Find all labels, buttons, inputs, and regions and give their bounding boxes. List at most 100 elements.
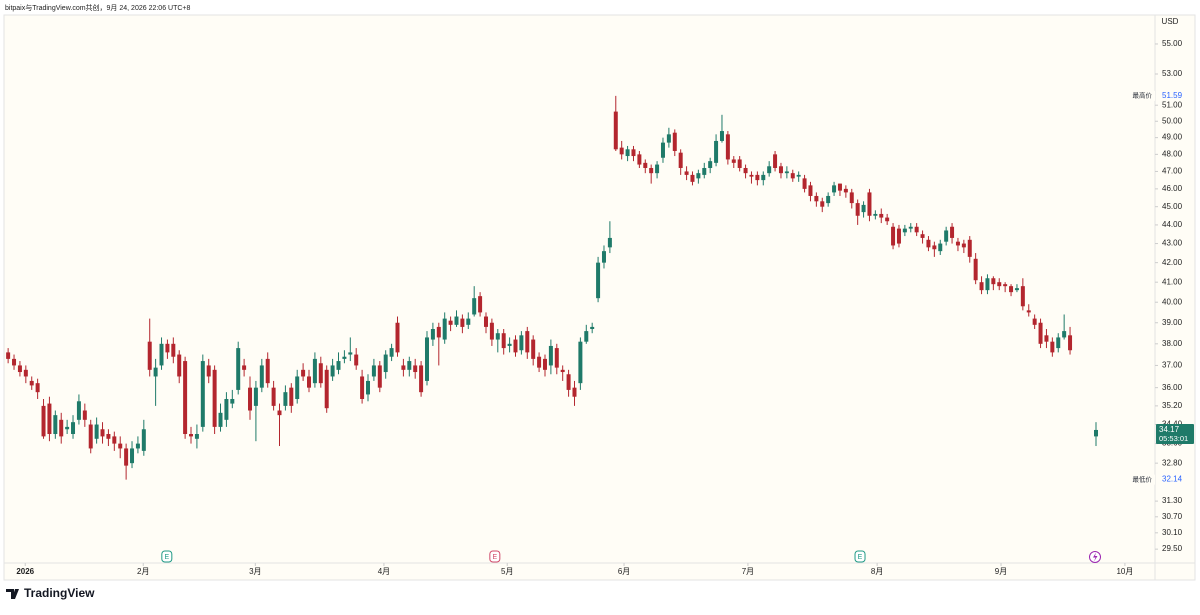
candle-body [183,361,188,435]
event-marker [489,550,501,563]
candle-body [784,171,789,174]
candle-body [601,251,606,263]
candle-body [714,140,719,163]
candle-body [41,405,46,437]
candle-body [283,392,288,406]
candle-body [861,204,866,213]
x-tick-label: 4月 [378,567,390,576]
candle-body [519,335,524,351]
x-tick-label: 10月 [1116,567,1133,576]
candle-body [466,318,471,325]
candle-body [737,159,742,168]
y-tick-label: 32.80 [1162,458,1183,467]
candle-body [778,166,783,174]
y-tick-label: 47.00 [1162,167,1183,176]
candle-body [513,339,518,353]
candle-body [566,374,571,390]
candle-body [755,174,760,181]
candle-body [773,154,778,168]
candle-body [383,354,388,373]
candle-body [808,185,813,196]
candle-body [955,241,960,246]
candle-body [177,354,182,377]
candle-body [1003,284,1008,287]
candle-body [71,422,76,435]
price-label-box [1131,474,1155,485]
event-marker [854,550,866,563]
candle-body [82,410,87,420]
candle-body [631,149,636,157]
candle-body [814,195,819,202]
price-label-value-box [1156,90,1182,101]
candle-body [478,296,483,313]
candles [6,95,1099,480]
candle-body [896,228,901,244]
candle-body [1094,429,1099,437]
event-marker-label: E [858,554,863,561]
candle-body [141,429,146,451]
candle-body [442,318,447,340]
candle-body [259,365,264,388]
candle-body [124,448,129,466]
x-tick-label: 3月 [249,567,261,576]
candle-body [690,174,695,182]
candle-body [53,415,58,435]
candle-body [135,443,140,449]
tradingview-logo [6,589,19,599]
candle-body [17,365,22,373]
candle-body [76,401,81,420]
candle-body [802,178,807,189]
candle-body [973,258,978,281]
price-label-name: 最高价 [1133,91,1153,100]
candle-body [224,398,229,420]
candle-body [873,213,878,216]
candle-body [961,243,966,248]
candle-body [985,278,990,291]
candle-body [843,188,848,193]
candle-body [637,154,642,165]
y-tick-label: 40.00 [1162,297,1183,306]
candle-body [330,365,335,377]
candle-body [944,230,949,242]
candle-body [885,217,890,222]
candle-body [820,201,825,207]
candle-body [761,174,766,181]
x-tick-label: 6月 [618,567,630,576]
candle-body [342,356,347,359]
candle-body [189,434,194,437]
candle-body [112,436,117,444]
y-tick-label: 42.00 [1162,258,1183,267]
candle-body [1068,335,1073,351]
y-tick-label: 44.00 [1162,220,1183,229]
candle-body [59,419,64,437]
candle-body [708,161,713,168]
candle-body [395,322,400,353]
candle-body [666,134,671,143]
candle-body [619,147,624,155]
candle-body [501,333,506,349]
candle-body [832,185,837,193]
candle-body [230,398,235,404]
candle-body [354,354,359,366]
candle-body [702,167,707,175]
candle-body [643,162,648,168]
candle-body [153,367,158,377]
candle-body [460,318,465,327]
candle-body [607,237,612,248]
candle-body [613,111,618,150]
candle-body [88,424,93,449]
x-tick-label: 8月 [871,567,883,576]
candle-body [265,358,270,384]
candle-body [489,322,494,340]
candle-body [590,326,595,330]
y-tick-label: 35.20 [1162,401,1183,410]
candle-body [837,183,842,191]
candle-body [926,239,931,248]
event-marker-label: E [493,554,498,561]
candle-body [548,345,553,366]
candle-body [1050,341,1055,353]
candle-body [371,365,376,377]
candle-body [318,363,323,384]
candle-body [542,358,547,370]
candle-body [584,331,589,342]
